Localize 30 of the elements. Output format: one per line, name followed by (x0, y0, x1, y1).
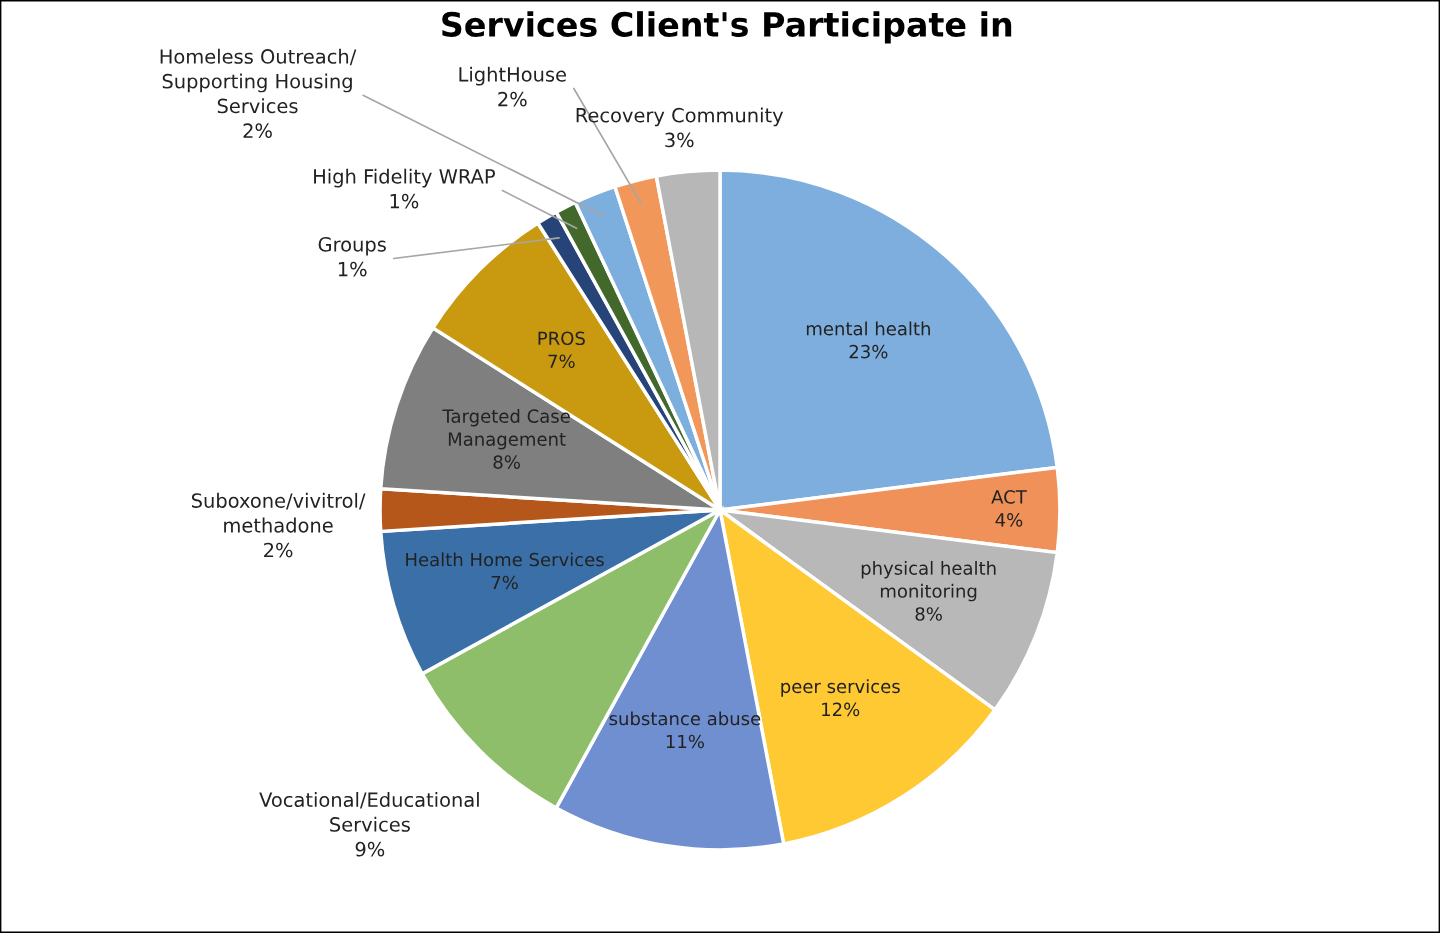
data-label: 8% (493, 455, 520, 469)
slice-label: Groups (318, 237, 386, 256)
data-label: 4% (995, 513, 1023, 527)
slice-label: Recovery Community (576, 107, 784, 127)
data-label: 8% (915, 607, 942, 621)
data-label: 9% (355, 841, 385, 857)
slice-label: Targeted Case Management (442, 408, 570, 450)
data-label: 1% (338, 261, 367, 277)
slice-label: peer services (781, 679, 900, 697)
slice-label: physical health monitoring (861, 560, 996, 602)
slice-label: Homeless Outreach/ Supporting Housing Services (160, 48, 357, 114)
data-label: 11% (666, 734, 704, 749)
chart-title: Services Client's Participate in (442, 11, 1012, 44)
slice-label: Vocational/Educational Services (259, 792, 479, 832)
slice-label: High Fidelity WRAP (314, 168, 495, 188)
slice-label: mental health (806, 321, 930, 336)
data-label: 3% (665, 132, 694, 148)
slice-label: LightHouse (459, 66, 566, 86)
data-label: 2% (264, 542, 293, 558)
slice-label: Suboxone/vivitrol/ methadone (191, 492, 366, 533)
data-label: 2% (498, 91, 527, 107)
data-label: 1% (390, 193, 419, 209)
data-label: 2% (243, 123, 272, 139)
slice-label: Health Home Services (406, 552, 604, 567)
data-label: 23% (849, 344, 888, 359)
data-label: 7% (491, 575, 518, 590)
data-label: 7% (548, 354, 575, 369)
data-label: 12% (822, 702, 860, 717)
slice-label: ACT (991, 490, 1027, 504)
slice-label: PROS (538, 331, 585, 346)
